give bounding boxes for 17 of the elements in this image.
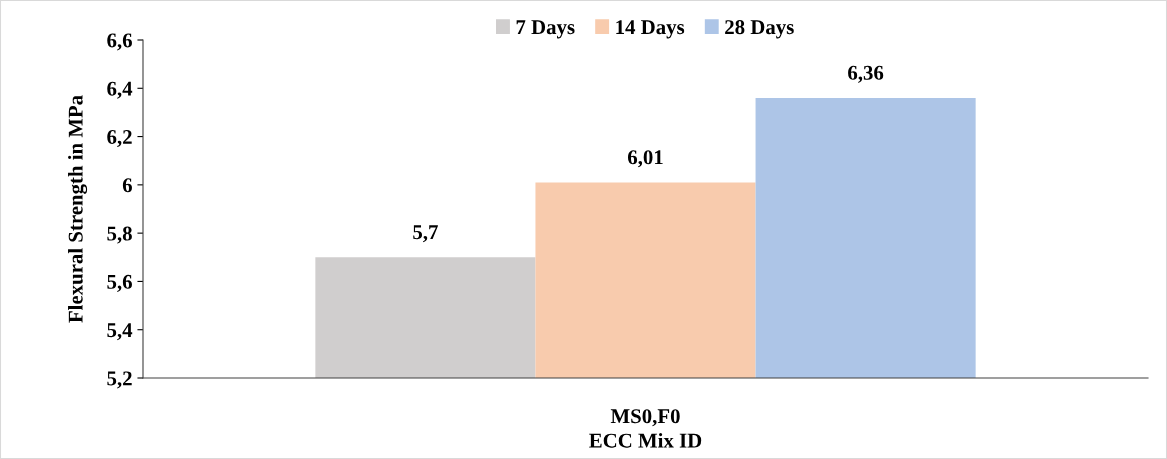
y-tick-label: 6: [122, 178, 132, 193]
data-label: 6,01: [627, 150, 663, 168]
data-label: 6,36: [848, 65, 884, 83]
y-tick-label: 5,6: [107, 274, 132, 292]
x-tick-label: MS0,F0: [610, 409, 680, 427]
y-axis-title: Flexural Strength in MPa: [68, 95, 88, 323]
legend-label: 7 Days: [516, 20, 575, 39]
y-tick-label: 5,8: [107, 226, 132, 244]
data-label: 5,7: [413, 225, 438, 243]
y-tick-label: 5,4: [107, 323, 133, 341]
y-tick-label: 5,2: [107, 371, 132, 389]
legend-label: 28 Days: [725, 20, 794, 39]
y-tick-label: 6,2: [107, 130, 132, 148]
x-axis-title: ECC Mix ID: [589, 433, 702, 448]
y-tick-label: 6,6: [107, 33, 132, 51]
y-tick-label: 6,4: [107, 81, 133, 99]
legend-label: 14 Days: [616, 20, 685, 39]
